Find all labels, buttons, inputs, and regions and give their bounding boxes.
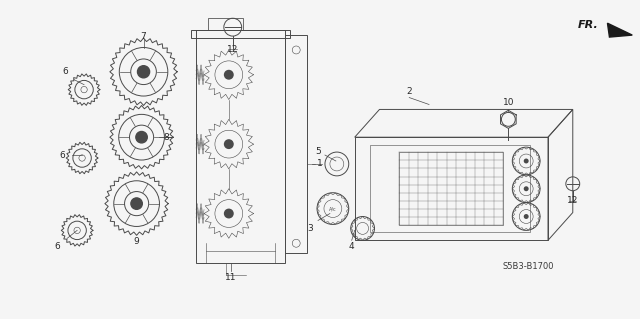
Circle shape [224,139,234,149]
Circle shape [524,214,529,219]
Text: FR.: FR. [578,20,598,30]
Circle shape [224,209,234,219]
Text: 4: 4 [349,242,355,251]
Text: S5B3-B1700: S5B3-B1700 [502,262,554,271]
Text: 2: 2 [406,87,412,96]
Circle shape [224,70,234,80]
Text: 10: 10 [502,98,514,107]
Text: A/c: A/c [329,206,337,211]
Circle shape [524,186,529,191]
Circle shape [138,66,150,78]
Text: 8: 8 [163,133,169,142]
Text: 9: 9 [134,237,140,246]
Text: 6: 6 [54,242,60,251]
Text: 1: 1 [317,160,323,168]
Text: 7: 7 [141,32,147,41]
Text: 6: 6 [60,151,65,160]
Circle shape [136,131,147,143]
Text: 3: 3 [307,224,313,233]
Text: 12: 12 [567,196,579,205]
Circle shape [131,198,142,209]
Text: 11: 11 [225,273,237,282]
Text: 6: 6 [62,67,68,76]
Polygon shape [607,23,632,37]
Circle shape [524,159,529,163]
Text: 12: 12 [227,46,239,55]
Text: 5: 5 [315,146,321,156]
